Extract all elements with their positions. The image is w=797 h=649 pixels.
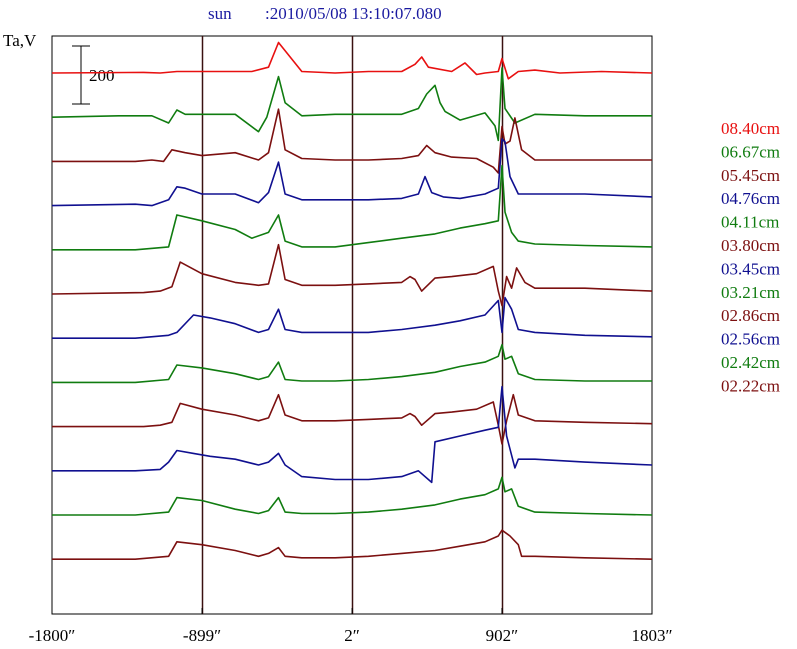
chart-title-source: sun xyxy=(208,4,232,23)
legend: 08.40cm 06.67cm 05.45cm 04.76cm 04.11cm 03.80… xyxy=(721,119,780,395)
legend-entry-02.22cm: 02.22cm xyxy=(721,376,780,395)
series-line-04.76cm xyxy=(51,138,653,207)
series-line-02.42cm xyxy=(52,476,653,516)
x-axis-ticks: -1800″ -899″ 2″ 902″ 1803″ xyxy=(29,608,673,645)
series-line-02.56cm xyxy=(52,385,653,484)
legend-entry-02.42cm: 02.42cm xyxy=(721,353,780,372)
legend-entry-06.67cm: 06.67cm xyxy=(721,142,780,161)
legend-entry-03.80cm: 03.80cm xyxy=(721,236,780,255)
x-tick-label-4: 1803″ xyxy=(631,626,672,645)
scale-bar: 200 xyxy=(72,45,115,105)
series-layer xyxy=(51,41,653,561)
scale-bar-label: 200 xyxy=(89,66,115,85)
legend-entry-03.45cm: 03.45cm xyxy=(721,259,780,278)
series-line-03.21cm xyxy=(52,343,652,384)
legend-entry-05.45cm: 05.45cm xyxy=(721,166,780,185)
legend-entry-02.56cm: 02.56cm xyxy=(721,330,780,349)
x-tick-label-0: -1800″ xyxy=(29,626,76,645)
series-line-03.80cm xyxy=(51,243,653,307)
chart-title-timestamp: :2010/05/08 13:10:07.080 xyxy=(265,4,442,23)
legend-entry-04.76cm: 04.76cm xyxy=(721,189,780,208)
legend-entry-08.40cm: 08.40cm xyxy=(721,119,780,138)
series-line-03.45cm xyxy=(52,296,653,340)
legend-entry-03.21cm: 03.21cm xyxy=(721,283,780,302)
series-line-04.11cm xyxy=(52,164,653,251)
y-axis-label: Ta,V xyxy=(3,31,37,50)
x-tick-label-1: -899″ xyxy=(183,626,221,645)
series-line-05.45cm xyxy=(52,108,652,174)
series-line-02.22cm xyxy=(52,529,653,561)
series-line-02.86cm xyxy=(52,393,653,445)
x-tick-label-2: 2″ xyxy=(344,626,360,645)
x-tick-label-3: 902″ xyxy=(486,626,519,645)
series-line-06.67cm xyxy=(51,67,652,142)
legend-entry-02.86cm: 02.86cm xyxy=(721,306,780,325)
series-line-08.40cm xyxy=(51,41,653,80)
legend-entry-04.11cm: 04.11cm xyxy=(721,213,779,232)
